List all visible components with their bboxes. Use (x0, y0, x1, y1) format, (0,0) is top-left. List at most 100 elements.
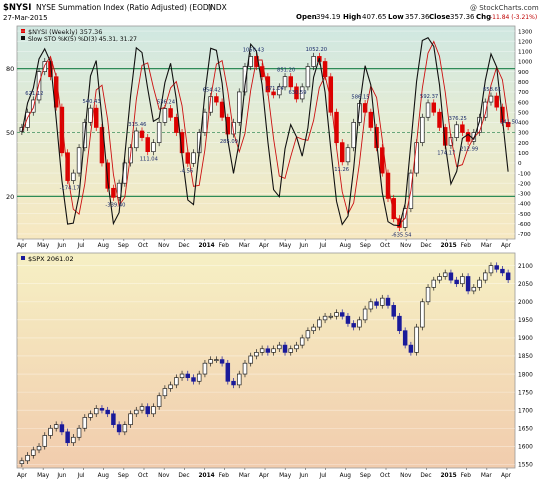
nysi-candle-body (397, 218, 402, 228)
spx-candle-body (408, 344, 414, 353)
nysi-candle-body (282, 76, 288, 88)
bottom-x-tick-label: Dec (420, 473, 431, 479)
nysi-annotation-label: 285.09 (220, 139, 238, 145)
stoch-level-label: 80 (6, 65, 14, 73)
open-value: 394.19 (316, 13, 341, 21)
nysi-annotation-label: 111.04 (140, 157, 159, 163)
spx-candle-body (448, 272, 454, 281)
spx-candle-body (156, 395, 162, 407)
spx-candle-body (368, 301, 374, 310)
bottom-y-tick-label: 1550 (518, 463, 533, 469)
top-y-tick-label: -400 (518, 202, 531, 208)
bottom-x-tick-label: May (37, 473, 50, 479)
spx-candle-body (271, 348, 276, 353)
nysi-candle-body (168, 108, 173, 118)
top-x-tick-label: Apr (259, 243, 270, 249)
nysi-candle-body (391, 198, 396, 220)
nysi-candle-body (156, 122, 162, 143)
bottom-y-tick-label: 1800 (518, 372, 533, 378)
top-y-tick-label: 0 (518, 161, 522, 167)
top-x-tick-label: Aug (98, 243, 110, 249)
stoch-legend-swatch (21, 36, 25, 40)
nysi-candle-body (305, 66, 311, 88)
top-x-tick-label: Nov (158, 243, 170, 249)
top-x-tick-label: Dec (178, 243, 189, 249)
bottom-y-tick-label: 1750 (518, 390, 533, 396)
spx-candle-body (397, 315, 402, 332)
spx-candle-body (402, 330, 408, 346)
spx-candle-body (76, 427, 82, 438)
nysi-candle-body (237, 91, 242, 123)
nysi-annotation-label: 658.61 (483, 87, 501, 93)
nysi-candle-body (425, 102, 431, 118)
spx-candle-body (420, 301, 425, 328)
spx-candle-body (477, 279, 482, 288)
nysi-candle-body (414, 142, 419, 174)
spx-candle-body (357, 319, 362, 328)
spx-candle-body (282, 344, 288, 353)
top-y-tick-label: -300 (518, 192, 531, 198)
spx-candle-body (385, 297, 391, 306)
top-y-tick-label: 1000 (518, 60, 533, 66)
top-x-tick-label: May (279, 243, 292, 249)
nysi-candle-body (460, 124, 465, 133)
top-x-tick-label: Sep (360, 243, 371, 249)
low-label: Low (388, 13, 404, 21)
stoch-level-label: 50 (6, 129, 14, 137)
nysi-candle-body (219, 101, 225, 118)
bottom-x-tick-label: 2015 (441, 473, 457, 479)
bottom-y-tick-label: 1950 (518, 318, 533, 324)
spx-legend-label: $SPX 2061.02 (28, 255, 74, 263)
spx-candle-body (299, 337, 305, 346)
chg-value: -11.84 (-3.21%) (490, 14, 537, 21)
top-x-axis: Apr May Jun Jul Aug Sep Oct Nov Dec 2014 Feb Mar Apr… (17, 239, 512, 249)
spx-candle-body (362, 308, 368, 321)
spx-candle-body (168, 384, 173, 389)
nysi-candle-body (145, 137, 150, 153)
nysi-annotation-label: 212.99 (460, 146, 478, 152)
nysi-annotation-label: -4.56 (180, 168, 193, 174)
top-y-axis: -700 -600 -500 -400 -300 -200 -100 0 100 200 300 40… (6, 29, 533, 238)
nysi-candle-body (231, 122, 236, 135)
nysi-candle-body (437, 111, 442, 128)
stoch-level-lines (17, 67, 515, 197)
top-x-tick-label: Mar (239, 243, 251, 249)
nysi-annotation-label: 536.24 (157, 100, 176, 106)
top-y-tick-label: 700 (518, 90, 529, 96)
bottom-x-tick-label: Nov (158, 473, 170, 479)
top-x-tick-label: Nov (400, 243, 412, 249)
spx-candle-body (425, 286, 431, 303)
spx-candle-body (248, 355, 253, 364)
top-y-tick-label: -600 (518, 222, 531, 228)
nysi-candle-body (322, 61, 328, 78)
bottom-x-tick-label: Dec (178, 473, 189, 479)
spx-candle-body (196, 373, 202, 382)
top-x-tick-label: Oct (380, 243, 391, 249)
spx-candle-body (82, 417, 88, 429)
nysi-candle-body (294, 86, 299, 100)
nysi-candle-body (494, 95, 499, 108)
stoch-level-label: 20 (6, 193, 14, 201)
nysi-candle-body (368, 111, 374, 128)
spx-candle-body (122, 424, 128, 433)
spx-candle-body (65, 431, 70, 444)
header-exchange: INDX (208, 3, 227, 12)
nysi-annotation-label: 540.43 (83, 99, 101, 105)
nysi-annotation-label: 341.50 (500, 119, 518, 125)
spx-candle-body (328, 315, 334, 318)
spx-candle-body (31, 449, 36, 456)
nysi-annotation-label: -339.40 (105, 202, 125, 208)
spx-candle-body (465, 276, 471, 292)
watermark: @ StockCharts.com (470, 4, 539, 12)
spx-candle-body (500, 268, 505, 274)
bottom-x-tick-label: Jun (298, 473, 308, 479)
spx-candle-body (88, 413, 93, 418)
bottom-y-tick-label: 1850 (518, 354, 533, 360)
nysi-candle-body (65, 152, 70, 181)
spx-candle-body (36, 445, 42, 451)
spx-candle-body (305, 330, 311, 339)
nysi-candle-body (271, 91, 276, 96)
spx-candle-body (71, 436, 76, 444)
spx-candle-body (219, 359, 225, 364)
header-description: NYSE Summation Index (Ratio Adjusted) (E… (36, 3, 212, 12)
